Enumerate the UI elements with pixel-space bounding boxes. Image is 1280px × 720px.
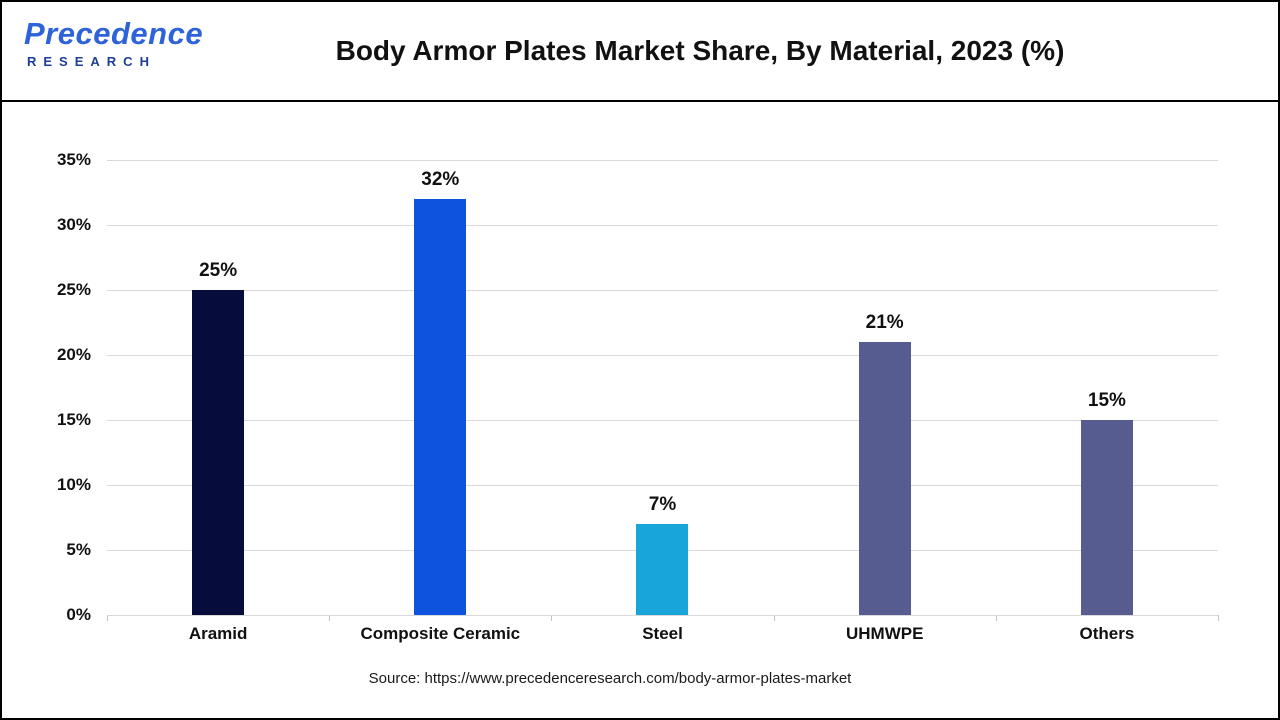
gridline: [107, 615, 1218, 616]
bar-column-composite-ceramic: 32%: [329, 160, 551, 615]
plot-row: 35% 30% 25% 20% 15% 10% 5% 0% 25% 32% 7% 21% 15%: [2, 150, 1219, 624]
x-axis-tick: [329, 615, 331, 621]
x-axis-label-steel: Steel: [642, 624, 683, 643]
bar-value-label-uhmwpe: 21%: [865, 312, 904, 333]
y-tick-label: 15%: [56, 410, 91, 429]
precedence-research-logo: Precedence RESEARCH: [24, 16, 204, 69]
x-axis-tick: [107, 615, 108, 621]
gridline: [107, 420, 1218, 421]
chart-area: 35% 30% 25% 20% 15% 10% 5% 0% 25% 32% 7% 21% 15% Ar…: [2, 102, 1278, 718]
x-axis-label-aramid: Aramid: [188, 624, 248, 643]
bar-column-uhmwpe: 21%: [774, 160, 996, 615]
source-text: Source: https://www.precedenceresearch.c…: [368, 670, 852, 687]
bar-aramid: [192, 290, 245, 615]
y-axis: 35% 30% 25% 20% 15% 10% 5% 0%: [2, 150, 107, 624]
bar-value-label-composite-ceramic: 32%: [421, 169, 460, 190]
x-axis-tick: [1218, 615, 1219, 621]
x-axis-tick: [773, 615, 775, 621]
header: Precedence RESEARCH Body Armor Plates Ma…: [2, 2, 1278, 102]
plot-area: 25% 32% 7% 21% 15%: [107, 160, 1219, 621]
bar-column-others: 15%: [996, 160, 1218, 615]
logo-text-precedence: Precedence: [24, 16, 204, 51]
y-tick-label: 0%: [66, 605, 91, 624]
gridline: [107, 225, 1218, 226]
bar-composite-ceramic: [414, 199, 467, 615]
bar-others: [1080, 420, 1133, 615]
bar-column-aramid: 25%: [107, 160, 329, 615]
y-tick-label: 20%: [56, 345, 91, 364]
bar-value-label-steel: 7%: [648, 494, 677, 515]
bar-uhmwpe: [858, 342, 911, 615]
x-axis-tick: [551, 615, 553, 621]
y-tick-label: 30%: [56, 215, 91, 234]
x-tick-row: [107, 615, 1219, 622]
gridline: [107, 355, 1218, 356]
logo-text-research: RESEARCH: [27, 53, 156, 69]
chart-title: Body Armor Plates Market Share, By Mater…: [335, 35, 1065, 66]
x-axis-tick: [995, 615, 997, 621]
gridline: [107, 485, 1218, 486]
x-axis-label-composite-ceramic: Composite Ceramic: [360, 624, 521, 643]
y-tick-label: 35%: [56, 150, 91, 169]
x-axis-label-others: Others: [1079, 624, 1135, 643]
gridline: [107, 290, 1218, 291]
gridline: [107, 160, 1218, 161]
y-tick-label: 10%: [56, 475, 91, 494]
bar-column-steel: 7%: [551, 160, 773, 615]
x-axis: Aramid Composite Ceramic Steel UHMWPE Others: [107, 624, 1218, 644]
bar-steel: [636, 524, 689, 615]
x-axis-label-uhmwpe: UHMWPE: [845, 624, 924, 643]
y-tick-label: 5%: [66, 540, 91, 559]
bar-value-label-others: 15%: [1087, 390, 1126, 411]
bar-value-label-aramid: 25%: [199, 260, 238, 281]
y-tick-label: 25%: [56, 280, 91, 299]
